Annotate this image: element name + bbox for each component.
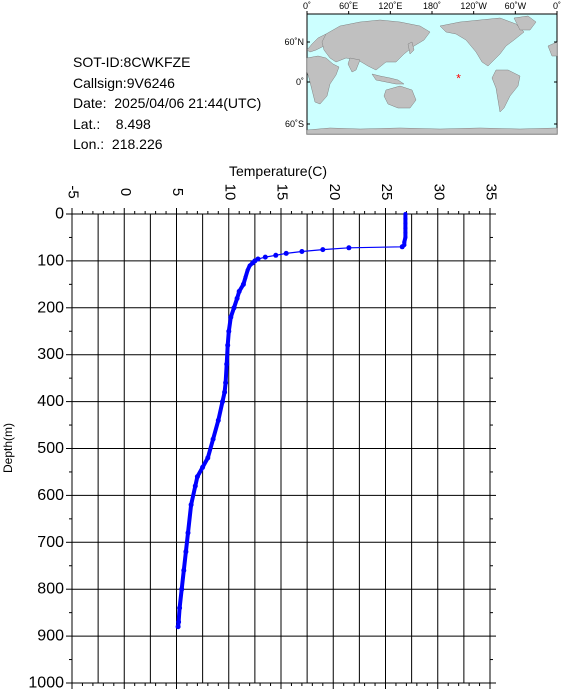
map-lon-label: 120˚E	[378, 1, 402, 11]
land-europe-east	[547, 41, 558, 57]
land-antarctica	[306, 127, 558, 135]
profile-line	[177, 214, 406, 627]
latitude-text: Lat.: 8.498	[73, 115, 151, 132]
y-tick-label: 600	[37, 487, 64, 504]
map-lat-label: 60˚S	[285, 119, 304, 129]
plot-frame	[71, 213, 491, 684]
map-lon-label: 0˚	[553, 1, 561, 11]
map-marker: *	[456, 71, 461, 85]
profile-dense-line	[176, 258, 257, 629]
land-australia	[383, 85, 417, 109]
y-tick-label: 0	[55, 206, 64, 223]
float-info-panel: SOT-ID:8CWKFZE Callsign:9V6246 Date: 202…	[73, 52, 261, 155]
x-tick-label: 20	[326, 184, 343, 201]
y-tick-label: 800	[37, 581, 64, 598]
map-lon-label: 60˚E	[339, 1, 358, 11]
profile-point	[346, 245, 352, 251]
map-lon-label: 120˚W	[460, 1, 487, 11]
land-india	[347, 57, 361, 73]
profile-point	[273, 252, 279, 258]
y-tick-label: 700	[37, 534, 64, 551]
land-africa	[306, 55, 340, 105]
land-north-america	[439, 17, 525, 67]
profile-point	[262, 254, 268, 260]
map-axis-labels: 0˚ 60˚E 120˚E 180˚ 120˚W 60˚W 0˚ 60˚N 0˚ 60˚S	[284, 1, 561, 129]
y-tick-label: 500	[37, 440, 64, 457]
x-tick-label: 25	[378, 184, 395, 201]
map-lon-label: 60˚W	[505, 1, 527, 11]
sot-id-text: SOT-ID:8CWKFZE	[73, 54, 191, 70]
longitude-text: Lon.: 218.226	[73, 136, 163, 152]
x-tick-label: 5	[169, 188, 186, 196]
x-tick-label: 30	[430, 184, 447, 201]
land-japan	[407, 41, 415, 55]
profile-mixed-layer	[400, 214, 408, 249]
y-tick-label: 400	[37, 393, 64, 410]
chart-tick-labels: -5 0 5 10 15 20 25 30 35010020030040050060070080…	[28, 184, 499, 690]
callsign-text: Callsign:9V6246	[73, 74, 175, 91]
profile-point	[320, 247, 326, 253]
profile-point	[283, 250, 289, 256]
y-tick-label: 300	[37, 346, 64, 363]
map-lon-label: 0˚	[303, 1, 311, 11]
x-axis-label: Temperature(C)	[229, 163, 327, 179]
profile-point	[299, 249, 305, 254]
y-tick-label: 200	[37, 299, 64, 316]
chart-grid	[71, 213, 491, 684]
x-tick-label: 35	[483, 184, 500, 201]
map-land	[306, 15, 558, 135]
x-tick-label: 0	[117, 188, 134, 196]
x-tick-label: 10	[221, 184, 238, 201]
x-tick-label: -5	[65, 185, 82, 198]
land-greenland	[513, 15, 537, 31]
map-lat-label: 0˚	[296, 77, 304, 87]
land-south-america	[491, 69, 521, 113]
land-asia	[321, 19, 431, 71]
map-ticks	[306, 11, 558, 125]
chart-series	[175, 212, 408, 630]
y-tick-label: 900	[37, 628, 64, 645]
date-text: Date: 2025/04/06 21:44(UTC)	[73, 95, 262, 111]
land-indonesia	[371, 73, 405, 85]
y-axis-label: Depth(m)	[1, 423, 15, 473]
y-tick-label: 1000	[28, 675, 64, 690]
location-map: 0˚ 60˚E 120˚E 180˚ 120˚W 60˚W 0˚ 60˚N 0˚ 60˚S *	[284, 1, 561, 135]
map-lon-label: 180˚	[423, 1, 441, 11]
y-tick-label: 100	[37, 252, 64, 269]
x-tick-label: 15	[274, 184, 291, 201]
map-lat-label: 60˚N	[284, 37, 304, 47]
